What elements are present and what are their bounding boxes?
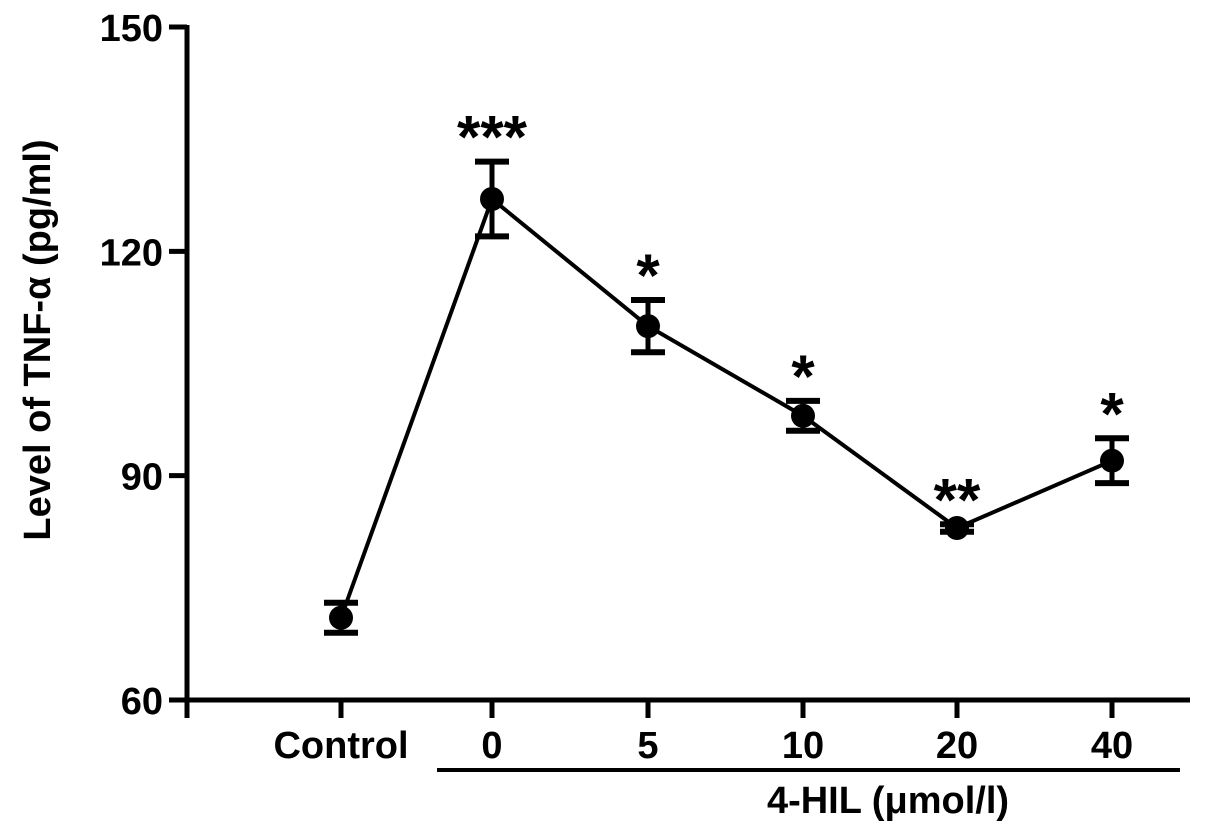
x-tick-label: 5 [637,725,658,767]
data-point [791,403,815,428]
series-line [339,195,1113,619]
y-tick-label: 150 [100,8,163,50]
data-point [636,314,660,339]
x-tick-label: 0 [481,725,502,767]
significance-marker: * [1100,380,1124,447]
x-tick-label: 40 [1091,725,1133,767]
significance-marker: * [791,343,815,410]
data-point [480,186,504,211]
data-series [324,158,1129,636]
y-tick-label: 90 [121,457,163,499]
x-tick-label: Control [273,725,408,767]
y-tick-label: 60 [121,681,163,723]
y-axis: 60 90 120 150 [100,8,190,723]
significance-marker: *** [457,104,528,171]
significance-marker: ** [934,466,981,533]
data-point [945,516,969,541]
data-point [329,605,353,630]
y-tick-label: 120 [100,232,163,274]
significance-markers: ******** [457,104,1124,534]
data-point [1100,448,1124,473]
y-axis-label: Level of TNF-α (pg/ml) [17,139,59,540]
significance-marker: * [636,242,660,309]
x-tick-label: 20 [936,725,978,767]
x-axis: Control 0 5 10 20 40 [187,697,1190,772]
x-axis-group-label: 4-HIL (μmol/l) [767,780,1009,822]
x-tick-label: 10 [782,725,824,767]
